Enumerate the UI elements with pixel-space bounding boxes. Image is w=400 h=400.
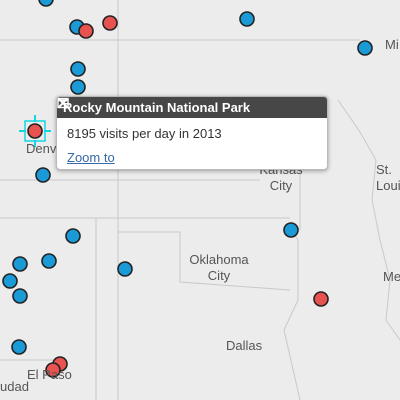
marker-blue[interactable] [2,273,18,289]
marker-blue[interactable] [65,228,81,244]
marker-blue[interactable] [38,0,54,7]
maximize-icon[interactable] [57,97,303,116]
marker-blue[interactable] [117,261,133,277]
marker-blue[interactable] [11,339,27,355]
marker-blue[interactable] [35,167,51,183]
marker-blue[interactable] [70,79,86,95]
marker-blue[interactable] [239,11,255,27]
zoom-to-link[interactable]: Zoom to [67,150,115,165]
marker-red[interactable] [78,23,94,39]
city-label-el-paso: El Paso [27,367,72,382]
city-label-memphis: Me [383,269,400,284]
popup-title: Rocky Mountain National Park [63,100,251,115]
marker-blue[interactable] [283,222,299,238]
markers [2,0,373,378]
city-label-milwaukee: Mi [385,37,399,52]
marker-blue[interactable] [12,288,28,304]
marker-red[interactable] [102,15,118,31]
city-label-st-louis: St. Louis [376,162,400,193]
city-label-ciudad: udad [0,379,29,394]
marker-blue[interactable] [41,253,57,269]
city-label-dallas: Dallas [226,338,263,353]
popup-description: 8195 visits per day in 2013 [67,126,222,141]
close-icon[interactable] [58,98,321,116]
selected-marker[interactable] [19,115,51,147]
popup-header: Rocky Mountain National Park [57,97,327,118]
marker-red[interactable] [313,291,329,307]
marker-red[interactable] [45,362,61,378]
marker-blue[interactable] [357,40,373,56]
popup-body: 8195 visits per day in 2013 Zoom to [57,118,327,165]
marker-blue[interactable] [12,256,28,272]
city-label-oklahoma-city: Oklahoma City [189,252,249,283]
info-popup: Rocky Mountain National Park 8195 visits… [56,96,328,170]
marker-blue[interactable] [70,61,86,77]
